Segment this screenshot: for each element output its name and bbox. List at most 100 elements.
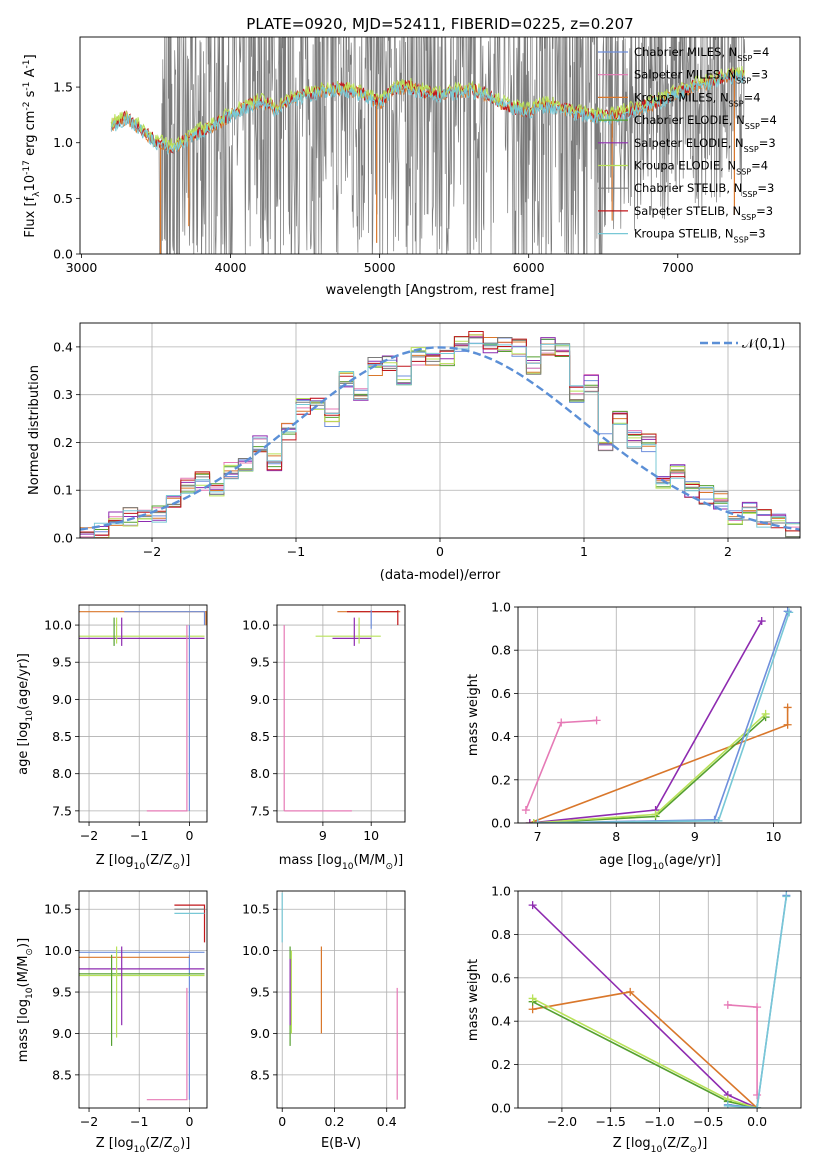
y-tick-label: 8.5 bbox=[52, 1067, 72, 1082]
x-tick-label: −1 bbox=[130, 1114, 148, 1129]
axes-frame bbox=[517, 606, 802, 824]
y-tick-label: 10.5 bbox=[242, 902, 270, 917]
y-tick-label: 0.8 bbox=[491, 927, 511, 942]
x-tick-label: 0 bbox=[185, 1114, 193, 1129]
y-tick-label: 7.5 bbox=[250, 803, 270, 818]
y-tick-label: 10.0 bbox=[44, 618, 72, 633]
label-segment: ⊙ bbox=[690, 1145, 698, 1155]
label-segment: =3 bbox=[759, 136, 776, 150]
label-segment: 10 bbox=[25, 710, 35, 722]
x-tick-label: 10 bbox=[766, 829, 782, 844]
label-segment: SSP bbox=[745, 122, 760, 131]
y-tick-label: 9.0 bbox=[250, 1026, 270, 1041]
x-tick-label: 0.2 bbox=[325, 1114, 345, 1129]
label-segment: SSP bbox=[729, 99, 744, 108]
label-segment: mass [log bbox=[16, 999, 31, 1062]
residuals-plot-area bbox=[80, 331, 800, 538]
y-tick-label: 7.5 bbox=[52, 803, 72, 818]
label-segment: -1 bbox=[22, 59, 32, 68]
label-segment: Z [log bbox=[96, 853, 134, 868]
data-point bbox=[710, 815, 719, 823]
label-segment: Flux [f bbox=[23, 196, 38, 237]
label-segment: Z [log bbox=[96, 1136, 134, 1151]
data-point bbox=[783, 720, 792, 729]
data-point bbox=[785, 608, 794, 617]
y-tick-label: 0.0 bbox=[53, 247, 73, 262]
data-point bbox=[528, 901, 537, 910]
legend-label: Chabrier MILES, NSSP=4 bbox=[634, 45, 769, 63]
label-segment: )] bbox=[16, 938, 31, 948]
label-segment: SSP bbox=[742, 190, 757, 199]
legend-label: Kroupa ELODIE, NSSP=4 bbox=[634, 159, 768, 177]
y-tick-label: 9.5 bbox=[250, 985, 270, 1000]
label-segment: 10 bbox=[134, 1145, 146, 1155]
label-segment: Kroupa ELODIE, N bbox=[634, 159, 736, 173]
x-tick-label: 0 bbox=[185, 828, 193, 843]
mass_vs_Z-plot-area bbox=[79, 904, 206, 1101]
label-segment: 10 bbox=[651, 1145, 663, 1155]
legend-label: Salpeter ELODIE, NSSP=3 bbox=[634, 136, 776, 154]
x-axis-label: Z [log10(Z/Z⊙)] bbox=[96, 1136, 191, 1155]
y-tick-label: 9.5 bbox=[250, 655, 270, 670]
label-segment: =4 bbox=[744, 90, 761, 104]
y-tick-label: 0.5 bbox=[53, 191, 73, 206]
observed-spectrum bbox=[110, 37, 746, 254]
mass-z-line bbox=[174, 904, 206, 943]
x-axis-label: age [log10(age/yr)] bbox=[599, 853, 721, 872]
label-segment: ⊙ bbox=[385, 862, 393, 872]
y-tick-label: 0.4 bbox=[53, 339, 73, 354]
x-tick-label: 9 bbox=[319, 828, 327, 843]
label-segment: SSP bbox=[736, 167, 751, 176]
label-segment: -17 bbox=[22, 160, 32, 175]
legend-label: Kroupa MILES, NSSP=4 bbox=[634, 90, 761, 108]
y-tick-label: 0.8 bbox=[491, 643, 511, 658]
label-segment: Z [log bbox=[613, 1136, 651, 1151]
label-segment: Salpeter STELIB, N bbox=[634, 204, 741, 218]
label-segment: (Z/Z bbox=[145, 853, 172, 868]
label-segment: mass weight bbox=[466, 959, 481, 1041]
label-segment: (age/yr)] bbox=[664, 853, 721, 868]
data-point bbox=[757, 617, 766, 626]
x-tick-label: 0.4 bbox=[377, 1114, 397, 1129]
data-point bbox=[782, 892, 791, 901]
y-tick-label: 8.5 bbox=[250, 1067, 270, 1082]
label-segment: SSP bbox=[744, 144, 759, 153]
y-tick-label: 0.0 bbox=[491, 1101, 511, 1116]
data-point bbox=[753, 1003, 762, 1012]
label-segment: erg cm bbox=[23, 111, 38, 160]
spectrum-plot-area bbox=[110, 37, 746, 254]
label-segment: age [log bbox=[599, 853, 652, 868]
y-tick-label: 1.5 bbox=[53, 80, 73, 95]
legend-label: Kroupa STELIB, NSSP=3 bbox=[634, 227, 766, 245]
y-tick-label: 0.4 bbox=[491, 1014, 511, 1029]
y-tick-label: 10.5 bbox=[44, 902, 72, 917]
label-segment: 10 bbox=[652, 862, 664, 872]
label-segment: 𝒩(0,1) bbox=[742, 337, 785, 352]
label-segment: s bbox=[23, 90, 38, 101]
x-tick-label: −2 bbox=[80, 1114, 98, 1129]
x-axis-label: Z [log10(Z/Z⊙)] bbox=[96, 853, 191, 872]
y-tick-label: 9.0 bbox=[52, 1026, 72, 1041]
age-z-line bbox=[124, 611, 206, 626]
label-segment: (M/M bbox=[354, 853, 386, 868]
label-segment: Chabrier ELODIE, N bbox=[634, 113, 745, 127]
label-segment: (M/M bbox=[16, 956, 31, 988]
label-segment: 10 bbox=[25, 987, 35, 999]
data-point bbox=[528, 994, 537, 1003]
y-axis-label: mass weight bbox=[466, 674, 481, 756]
x-tick-label: −1.5 bbox=[596, 1114, 626, 1129]
x-tick-label: 0 bbox=[278, 1114, 286, 1129]
legend-label: 𝒩(0,1) bbox=[742, 337, 785, 352]
data-point bbox=[557, 718, 566, 727]
y-axis-label: Normed distribution bbox=[27, 365, 42, 495]
label-segment: Chabrier STELIB, N bbox=[634, 181, 742, 195]
legend-label: Chabrier ELODIE, NSSP=4 bbox=[634, 113, 777, 131]
y-tick-label: 9.5 bbox=[52, 985, 72, 1000]
data-point bbox=[592, 716, 601, 725]
y-tick-label: 8.0 bbox=[250, 766, 270, 781]
y-tick-label: 0.2 bbox=[53, 435, 73, 450]
age_vs_mass-axes: 9 10 7.5 8.0 8.5 9.0 9.5 10.0 bbox=[242, 604, 406, 843]
axes-frame bbox=[276, 604, 406, 823]
x-tick-label: 5000 bbox=[364, 260, 396, 275]
